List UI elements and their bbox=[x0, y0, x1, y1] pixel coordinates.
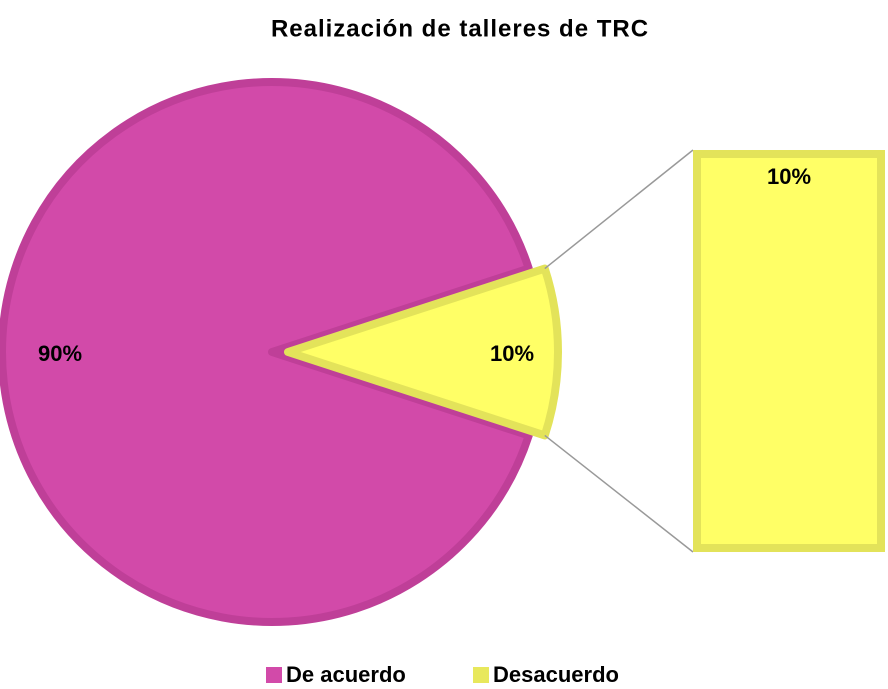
chart-title: Realización de talleres de TRC bbox=[271, 15, 649, 42]
data-label: 90% bbox=[38, 341, 82, 366]
bar bbox=[693, 150, 885, 552]
connector bbox=[544, 434, 694, 553]
pie-slice bbox=[284, 264, 562, 440]
data-label: 10% bbox=[490, 341, 534, 366]
legend-swatch bbox=[266, 667, 282, 683]
legend-label: Desacuerdo bbox=[493, 662, 619, 687]
connector bbox=[544, 149, 694, 270]
data-label: 10% bbox=[767, 164, 811, 189]
legend-swatch bbox=[473, 667, 489, 683]
pie-slice bbox=[0, 78, 533, 626]
legend-label: De acuerdo bbox=[286, 662, 406, 687]
